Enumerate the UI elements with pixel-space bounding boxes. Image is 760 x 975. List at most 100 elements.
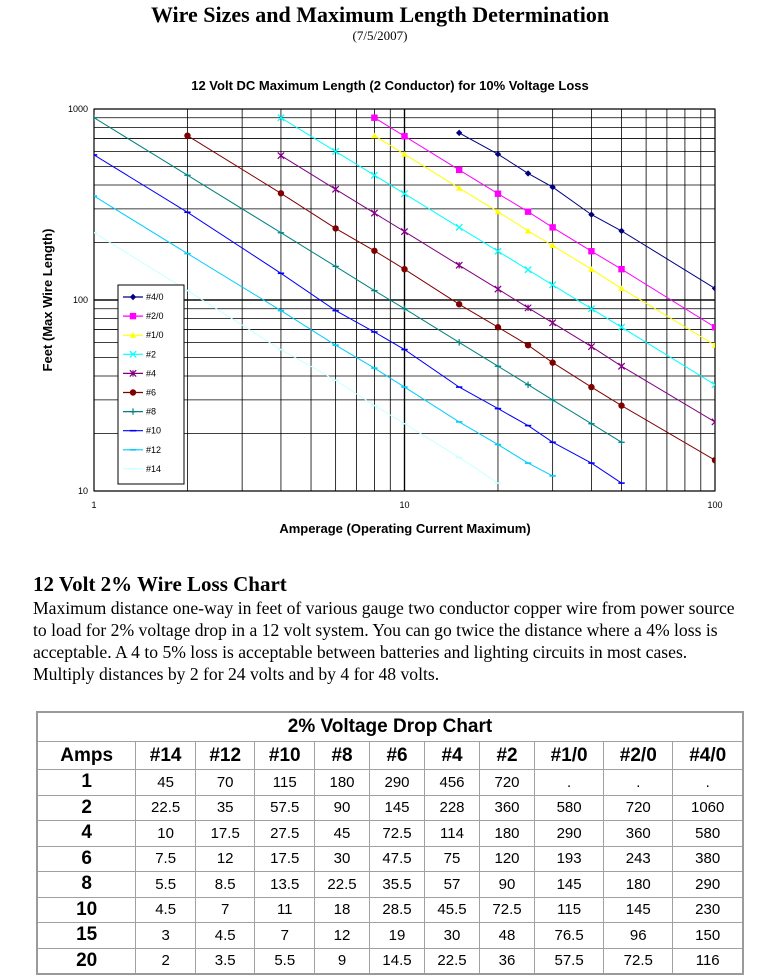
amps-cell: 8 xyxy=(36,871,137,898)
legend-label: #10 xyxy=(146,426,161,436)
distance-cell: 18 xyxy=(314,896,371,923)
page-date: (7/5/2007) xyxy=(352,28,408,43)
column-header: #10 xyxy=(254,741,316,770)
data-point xyxy=(129,408,137,415)
data-point xyxy=(94,114,98,121)
data-point xyxy=(711,418,715,426)
voltage-loss-chart: 12 Volt DC Maximum Length (2 Conductor) … xyxy=(40,78,723,536)
series-14 xyxy=(94,231,502,484)
distance-cell: 290 xyxy=(369,769,426,796)
y-tick-label: 10 xyxy=(78,486,88,496)
data-point xyxy=(524,227,532,234)
table-row: 8 5.5 8.5 13.5 22.5 35.5 57 90 145 180 290 xyxy=(36,871,744,898)
distance-cell: 36 xyxy=(479,947,536,975)
data-point xyxy=(618,227,625,235)
data-point xyxy=(494,247,502,255)
data-point xyxy=(277,114,285,122)
x-tick-label: 1 xyxy=(91,500,96,510)
distance-cell: 7.5 xyxy=(135,845,196,872)
distance-cell: 290 xyxy=(672,871,744,898)
page-title: Wire Sizes and Maximum Length Determinat… xyxy=(150,2,610,27)
table-row: 6 7.5 12 17.5 30 47.5 75 120 193 243 380 xyxy=(36,845,744,872)
column-header: #4 xyxy=(424,741,481,770)
data-point xyxy=(129,389,137,396)
distance-cell: 72.5 xyxy=(603,947,674,975)
legend-item: #2 xyxy=(123,349,156,359)
distance-cell: 115 xyxy=(254,769,316,796)
series-40 xyxy=(455,129,715,292)
distance-cell: 456 xyxy=(424,769,481,796)
distance-cell: 27.5 xyxy=(254,820,316,847)
amps-cell: 15 xyxy=(36,922,137,949)
data-point xyxy=(371,114,378,121)
data-point xyxy=(184,172,191,179)
amps-cell: 6 xyxy=(36,845,137,872)
legend-item: #4 xyxy=(123,368,156,378)
distance-cell: 96 xyxy=(603,922,674,949)
data-point xyxy=(494,324,502,331)
legend-item: #14 xyxy=(123,464,161,474)
distance-cell: 8.5 xyxy=(194,871,256,898)
table-row: 20 2 3.5 5.5 9 14.5 22.5 36 57.5 72.5 116 xyxy=(36,947,744,975)
distance-cell: 30 xyxy=(314,845,371,872)
amps-cell: 10 xyxy=(36,896,137,923)
distance-cell: 180 xyxy=(603,871,674,898)
amps-cell: 4 xyxy=(36,820,137,847)
distance-cell: 22.5 xyxy=(314,871,371,898)
distance-cell: 90 xyxy=(314,794,371,821)
data-point xyxy=(129,369,137,378)
distance-cell: 360 xyxy=(603,820,674,847)
data-point xyxy=(494,190,502,197)
legend-label: #8 xyxy=(146,407,156,417)
legend-label: #6 xyxy=(146,388,156,398)
data-point xyxy=(549,183,556,191)
table-row: 10 4.5 7 11 18 28.5 45.5 72.5 115 145 230 xyxy=(36,896,744,923)
chart-legend: #4/0 #2/0 #1/0 #2 #4 #6 #8 #10 #12 #14 xyxy=(117,284,185,485)
data-point xyxy=(711,324,715,331)
data-point xyxy=(129,332,137,338)
series-4 xyxy=(277,152,715,426)
distance-cell: 10 xyxy=(135,820,196,847)
data-point xyxy=(587,305,596,313)
distance-cell: 3 xyxy=(135,922,196,949)
table-caption: 2% Voltage Drop Chart xyxy=(36,711,744,742)
distance-cell: 35.5 xyxy=(369,871,426,898)
data-point xyxy=(618,285,625,291)
data-point xyxy=(617,323,626,331)
column-header: #2 xyxy=(479,741,536,770)
data-point xyxy=(277,190,285,197)
y-tick-label: 1000 xyxy=(68,104,88,114)
legend-item: #10 xyxy=(123,426,161,436)
amps-cell: 1 xyxy=(36,769,137,796)
distance-cell: 4.5 xyxy=(135,896,196,923)
series-line xyxy=(187,135,715,461)
distance-cell: 7 xyxy=(254,922,316,949)
data-point xyxy=(494,285,502,293)
column-header: Amps xyxy=(36,741,137,770)
data-point xyxy=(455,129,463,137)
column-header: #14 xyxy=(135,741,196,770)
data-point xyxy=(617,362,626,370)
data-point xyxy=(371,287,378,294)
distance-cell: 145 xyxy=(369,794,426,821)
distance-cell: 120 xyxy=(479,845,536,872)
distance-cell: 380 xyxy=(672,845,744,872)
data-point xyxy=(277,152,285,160)
data-point xyxy=(588,211,595,218)
series-line xyxy=(94,117,622,443)
distance-cell: 9 xyxy=(314,947,371,975)
data-point xyxy=(494,208,502,215)
section-paragraph: Maximum distance one-way in feet of vari… xyxy=(33,598,735,684)
data-point xyxy=(618,265,625,273)
data-point xyxy=(455,184,463,191)
amps-cell: 2 xyxy=(36,794,137,821)
distance-cell: 48 xyxy=(479,922,536,949)
data-point xyxy=(331,185,340,193)
table-row: 4 10 17.5 27.5 45 72.5 114 180 290 360 580 xyxy=(36,820,744,847)
distance-cell: 13.5 xyxy=(254,871,316,898)
table-row: 2 22.5 35 57.5 90 145 228 360 580 720 1060 xyxy=(36,794,744,821)
data-point xyxy=(587,343,596,351)
table-row: 1 45 70 115 180 290 456 720... xyxy=(36,769,744,796)
data-point xyxy=(455,301,463,308)
data-point xyxy=(524,170,532,177)
